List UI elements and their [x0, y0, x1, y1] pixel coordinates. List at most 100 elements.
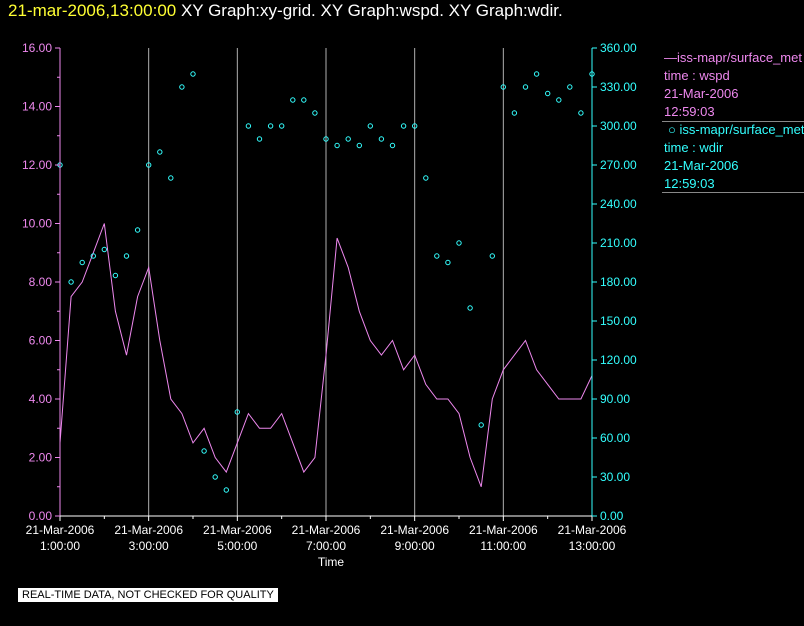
wdir-point — [412, 123, 418, 129]
wdir-point — [279, 123, 285, 129]
wdir-point — [179, 84, 185, 90]
y-right-tick-label: 120.00 — [600, 353, 637, 367]
wdir-point — [223, 487, 230, 493]
wdir-point — [267, 123, 274, 129]
x-tick-label-date: 21-Mar-2006 — [26, 523, 95, 537]
wdir-point — [212, 474, 218, 480]
x-tick-label-time: 3:00:00 — [129, 539, 169, 553]
x-tick-label-time: 9:00:00 — [395, 539, 435, 553]
y-right-tick-label: 210.00 — [600, 236, 637, 250]
y-left-tick-label: 0.00 — [29, 509, 53, 523]
wdir-point — [400, 123, 407, 129]
title-timestamp: 21-mar-2006,13:00:00 — [8, 1, 177, 20]
wdir-point — [323, 136, 329, 142]
y-left-tick-label: 10.00 — [22, 217, 52, 231]
legend-wdir-vars: time : wdir — [664, 140, 724, 155]
wspd-line — [59, 223, 593, 487]
wdir-point — [134, 227, 141, 233]
y-right-tick-label: 30.00 — [600, 470, 630, 484]
wdir-point — [522, 84, 529, 90]
legend-wdir-time: 12:59:03 — [664, 176, 715, 191]
wdir-point — [234, 409, 241, 415]
wdir-point — [378, 136, 385, 142]
x-tick-label-date: 21-Mar-2006 — [380, 523, 449, 537]
y-left-tick-label: 14.00 — [22, 100, 52, 114]
wdir-point — [533, 71, 540, 77]
wdir-point — [334, 142, 340, 149]
wdir-point — [456, 240, 462, 246]
y-left-tick-label: 2.00 — [29, 451, 53, 465]
wdir-point — [489, 253, 495, 259]
wdir-point — [567, 84, 573, 90]
quality-disclaimer: REAL-TIME DATA, NOT CHECKED FOR QUALITY — [18, 588, 278, 602]
y-right-tick-label: 330.00 — [600, 80, 637, 94]
wdir-point — [112, 272, 119, 279]
x-tick-label-date: 21-Mar-2006 — [203, 523, 272, 537]
wdir-point — [101, 246, 108, 253]
wdir-point — [290, 97, 296, 103]
legend: —iss-mapr/surface_met time : wspd 21-Mar… — [662, 44, 804, 194]
wdir-point — [556, 97, 562, 103]
wdir-point — [146, 162, 152, 168]
wdir-point — [445, 259, 451, 266]
y-right-tick-label: 180.00 — [600, 275, 637, 289]
x-tick-label-date: 21-Mar-2006 — [114, 523, 183, 537]
x-tick-label-date: 21-Mar-2006 — [292, 523, 361, 537]
legend-wspd-swatch: — — [664, 50, 677, 65]
x-tick-label-time: 11:00:00 — [480, 539, 526, 553]
legend-wdir-swatch: ○ — [668, 122, 676, 137]
title-graph-list: XY Graph:xy-grid. XY Graph:wspd. XY Grap… — [180, 1, 563, 20]
wdir-point — [511, 110, 518, 116]
wdir-point — [190, 71, 196, 77]
y-right-tick-label: 300.00 — [600, 119, 637, 133]
wspd-series — [59, 223, 593, 487]
x-axis-label: Time — [318, 555, 345, 569]
wdir-point — [256, 136, 263, 142]
x-tick-label-time: 1:00:00 — [40, 539, 80, 553]
legend-wdir-date: 21-Mar-2006 — [664, 158, 739, 173]
y-right-tick-label: 240.00 — [600, 197, 637, 211]
legend-wdir-label: ○ iss-mapr/surface_met — [668, 122, 804, 137]
wdir-point — [345, 136, 351, 142]
wdir-point — [301, 97, 307, 103]
wdir-point — [578, 110, 584, 116]
wdir-point — [356, 142, 362, 149]
graph-title: 21-mar-2006,13:00:00 XY Graph:xy-grid. X… — [8, 1, 563, 21]
x-tick-label-time: 7:00:00 — [306, 539, 346, 553]
y-right-tick-label: 90.00 — [600, 392, 630, 406]
wdir-point — [467, 305, 473, 311]
legend-wspd-date: 21-Mar-2006 — [664, 86, 739, 101]
legend-wspd-label: —iss-mapr/surface_met — [664, 50, 802, 65]
wdir-point — [545, 90, 551, 97]
y-left-tick-label: 4.00 — [29, 392, 53, 406]
x-tick-label-date: 21-Mar-2006 — [469, 523, 538, 537]
wdir-point — [500, 84, 506, 90]
wdir-point — [157, 149, 163, 155]
y-left-tick-label: 12.00 — [22, 158, 52, 172]
y-right-tick-label: 270.00 — [600, 158, 637, 172]
y-right-tick-label: 150.00 — [600, 314, 637, 328]
legend-divider — [662, 121, 804, 122]
wdir-point — [389, 142, 396, 149]
wdir-point — [90, 253, 97, 259]
wdir-point — [201, 448, 207, 454]
wdir-point — [245, 123, 252, 129]
legend-wspd-time: 12:59:03 — [664, 104, 715, 119]
x-tick-label-time: 5:00:00 — [217, 539, 257, 553]
y-left-tick-label: 6.00 — [29, 334, 53, 348]
wdir-point — [79, 259, 85, 266]
wdir-point — [423, 175, 429, 181]
wdir-point — [123, 253, 130, 259]
y-left-tick-label: 16.00 — [22, 41, 52, 55]
wdir-point — [367, 123, 373, 129]
legend-wspd-vars: time : wspd — [664, 68, 730, 83]
wdir-point — [168, 175, 174, 181]
legend-bottom-divider — [662, 192, 804, 193]
wdir-point — [68, 279, 74, 285]
y-right-tick-label: 60.00 — [600, 431, 630, 445]
wdir-point — [312, 110, 318, 116]
y-right-tick-label: 0.00 — [600, 509, 624, 523]
y-right-tick-label: 360.00 — [600, 41, 637, 55]
axes: 21-Mar-2006 1:00:00 21-Mar-2006 3:00:00 21-M… — [22, 41, 637, 553]
